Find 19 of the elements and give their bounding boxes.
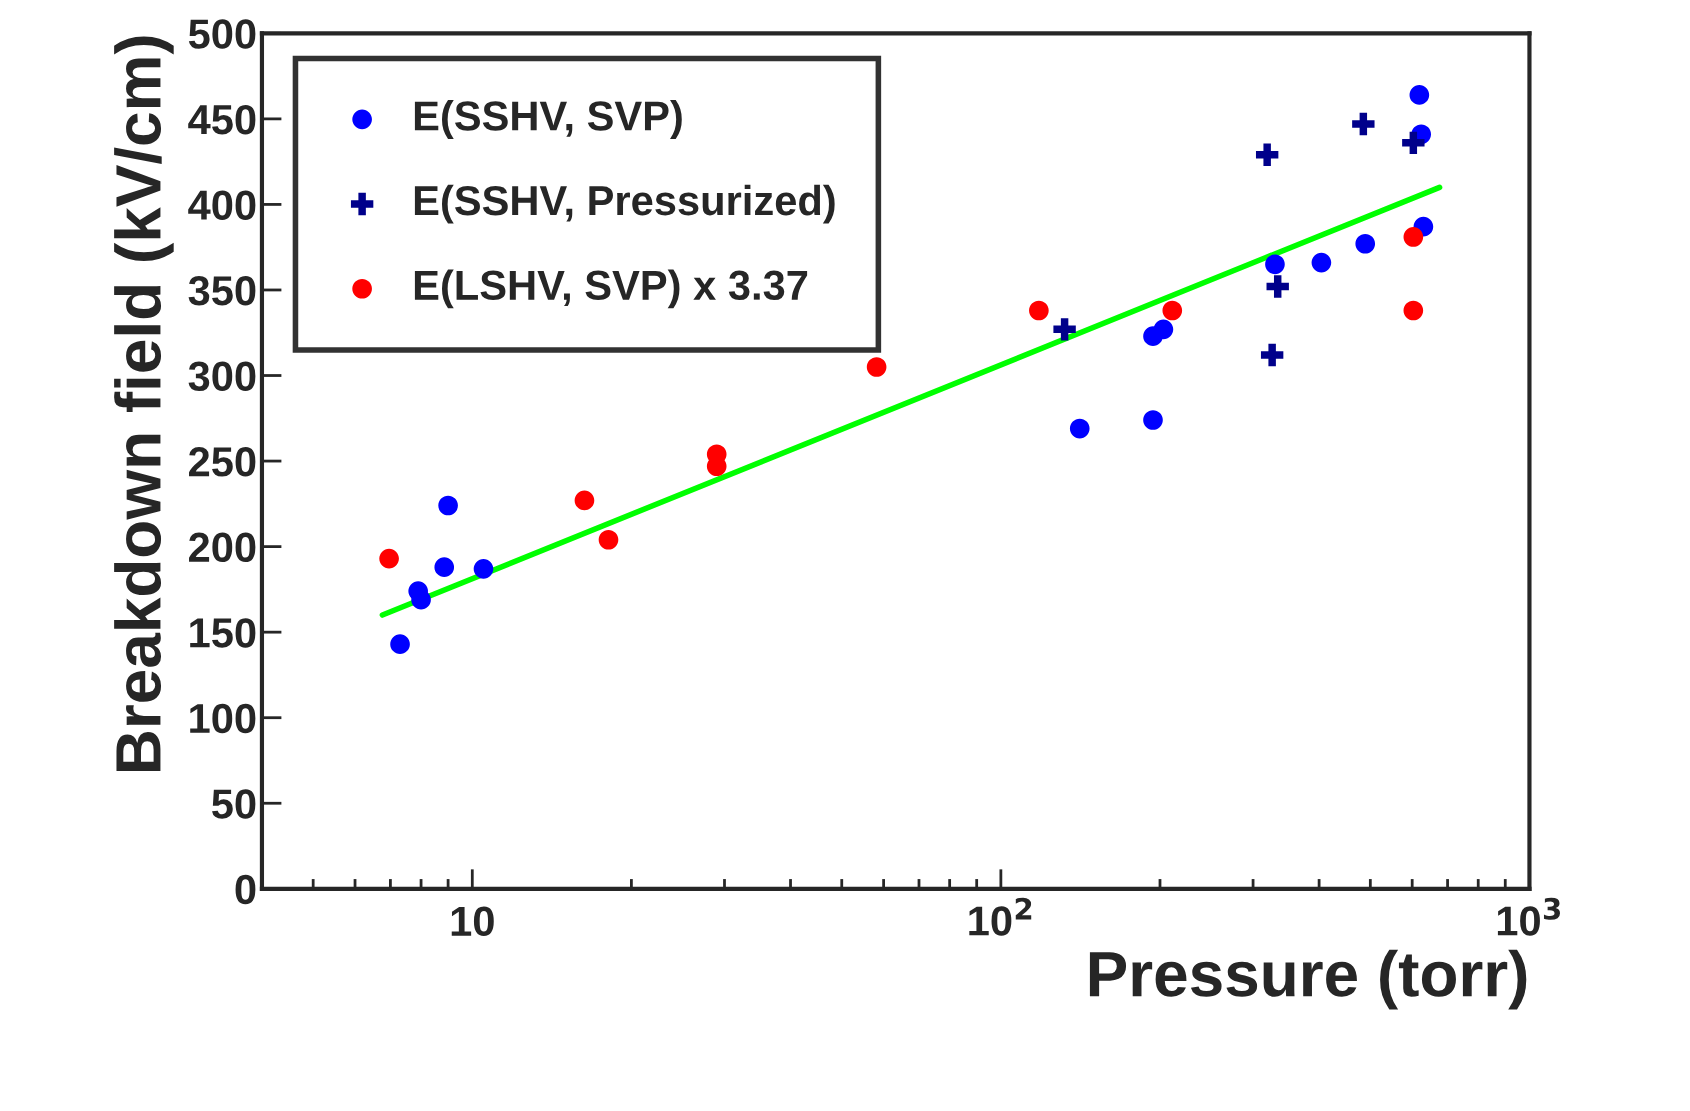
y-tick-label: 500 — [188, 19, 256, 49]
y-axis-title: Breakdown field (kV/cm) — [114, 36, 174, 772]
y-tick-label: 400 — [188, 190, 256, 220]
y-tick-label: 50 — [212, 789, 256, 819]
legend-label: E(SSHV, SVP) — [414, 100, 682, 139]
y-tick-label: 350 — [188, 275, 256, 306]
x-tick-label: 10$^{2}$ — [969, 897, 1032, 936]
y-tick-label: 150 — [190, 618, 256, 648]
y-tick-label: 100 — [190, 703, 256, 734]
x-axis-title: Pressure (torr) — [1089, 949, 1527, 1010]
y-tick-label: 300 — [188, 361, 256, 392]
y-tick-label: 200 — [189, 532, 256, 563]
legend-label: E(SSHV, Pressurized) — [414, 184, 835, 224]
y-tick-label: 450 — [188, 104, 256, 135]
y-tick-label: 0 — [235, 874, 256, 905]
x-tick-label: 10$^{3}$ — [1497, 897, 1560, 936]
legend-label: E(LSHV, SVP) x 3.37 — [414, 269, 808, 309]
y-tick-label: 250 — [189, 447, 256, 477]
x-tick-label: 10 — [451, 906, 494, 937]
